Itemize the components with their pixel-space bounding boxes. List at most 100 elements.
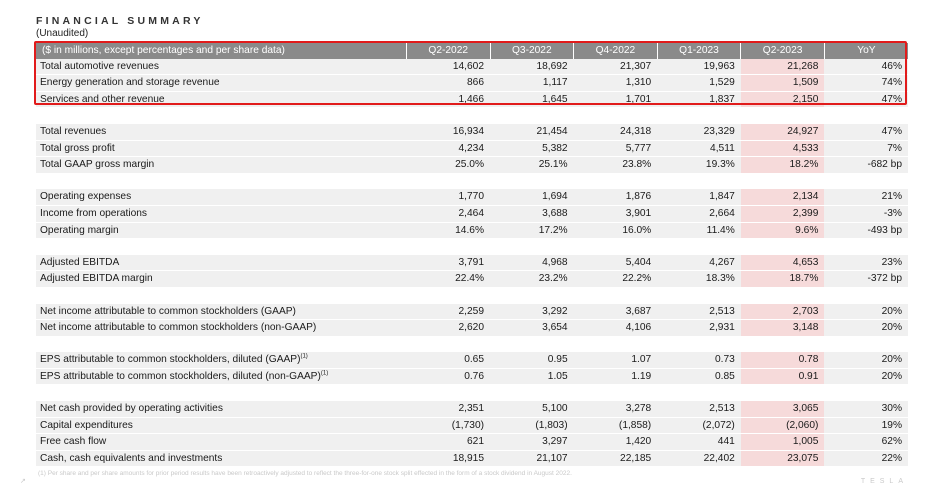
value-cell: 2,464 [406,205,491,223]
footnote-marker: (1) [300,353,308,360]
value-cell: 0.95 [490,352,574,369]
table-header-row: ($ in millions, except percentages and p… [36,43,908,59]
value-cell: 1,005 [740,433,825,451]
table-row: Operating margin 14.6% 17.2% 16.0% 11.4% 9.6%… [36,222,908,240]
row-label: Capital expenditures [36,417,407,435]
value-cell: 2,703 [740,303,825,321]
expand-icon: ↗ [20,478,26,485]
value-cell: 1,310 [573,74,658,92]
value-cell: 2,150 [740,91,825,109]
value-cell: 1,420 [573,433,658,451]
value-cell: -493 bp [824,222,908,240]
value-cell: 74% [824,74,908,92]
value-cell: 2,259 [406,303,491,321]
value-cell: 2,513 [657,401,741,418]
value-cell: 3,654 [490,319,574,337]
row-label: Net income attributable to common stockh… [36,319,407,337]
value-cell: 23.8% [573,156,658,174]
value-cell: 7% [824,140,908,158]
value-cell: 1,645 [490,91,574,109]
header-cell: Q1-2023 [656,43,741,59]
value-cell: 19% [824,417,908,435]
value-cell: 24,927 [740,123,825,141]
row-label: Cash, cash equivalents and investments [36,450,407,468]
table-row: Services and other revenue 1,466 1,645 1,70… [36,91,908,109]
value-cell: 3,065 [740,401,825,418]
table-row: Free cash flow 621 3,297 1,420 441 1,005 62% [36,433,908,451]
value-cell: 4,234 [406,140,491,158]
value-cell: 24,318 [573,123,658,141]
table-row: Net income attributable to common stockh… [36,319,908,337]
spacer-row [36,336,908,353]
value-cell: 20% [824,368,908,386]
value-cell: 4,106 [573,319,658,337]
header-cell: Q4-2022 [573,43,658,59]
footnote-marker: (1) [320,370,329,377]
value-cell: 3,297 [490,433,574,451]
value-cell: 18.3% [657,270,741,288]
value-cell: 5,100 [490,401,574,418]
table-row: Total GAAP gross margin 25.0% 25.1% 23.8% 19… [36,156,908,174]
row-label: Adjusted EBITDA margin [36,270,407,288]
value-cell: 2,931 [657,319,741,337]
value-cell: 22.4% [406,270,491,288]
value-cell: 1,466 [406,91,491,109]
value-cell: -682 bp [824,156,908,174]
value-cell: 866 [406,74,491,92]
value-cell: 0.73 [657,352,741,369]
row-label: Operating expenses [36,189,407,206]
value-cell: 0.65 [406,352,491,369]
value-cell: (1,858) [573,417,658,435]
row-label: Total gross profit [36,140,407,158]
row-label: Operating margin [36,222,407,240]
value-cell: 2,399 [740,205,825,223]
page-subtitle: (Unaudited) [36,28,89,39]
brand-logo: TESLA [860,478,908,485]
value-cell: 22.2% [573,270,658,288]
row-label: Free cash flow [36,433,407,451]
value-cell: 4,968 [490,254,574,272]
table-row: Operating expenses 1,770 1,694 1,876 1,847 2,… [36,189,908,206]
spacer-row [36,384,908,402]
value-cell: 0.76 [406,368,491,386]
value-cell: 23% [824,254,908,272]
value-cell: 23.2% [490,270,574,288]
row-label: Income from operations [36,205,407,223]
value-cell: 16,934 [406,123,491,141]
value-cell: 1,694 [490,189,574,206]
table-row: Adjusted EBITDA 3,791 4,968 5,404 4,267 4,653… [36,254,908,272]
table-row: Income from operations 2,464 3,688 3,901 2,6… [36,205,908,223]
value-cell: 0.85 [657,368,741,386]
value-cell: 18.7% [740,270,825,288]
spacer-row [36,238,908,255]
table-row: Total revenues 16,934 21,454 24,318 23,329 24… [36,123,908,141]
header-cell: Q2-2022 [405,43,491,59]
value-cell: 2,134 [740,189,825,206]
value-cell: 4,511 [657,140,741,158]
value-cell: 3,688 [490,205,574,223]
value-cell: 1.05 [490,368,574,386]
table-row: EPS attributable to common stockholders,… [36,368,908,386]
value-cell: 1,876 [573,189,658,206]
value-cell: 17.2% [490,222,574,240]
value-cell: 1,770 [406,189,491,206]
row-label: Total revenues [36,123,407,141]
value-cell: 14.6% [406,222,491,240]
value-cell: 21,454 [490,123,574,141]
value-cell: 9.6% [740,222,825,240]
value-cell: 4,653 [740,254,825,272]
value-cell: 2,620 [406,319,491,337]
value-cell: 46% [824,58,908,76]
value-cell: 4,533 [740,140,825,158]
value-cell: 62% [824,433,908,451]
header-cell: YoY [823,43,908,59]
value-cell: 20% [824,319,908,337]
value-cell: 47% [824,91,908,109]
value-cell: 1.07 [573,352,658,369]
header-cell: Q2-2023 [740,43,825,59]
header-cell: Q3-2022 [489,43,574,59]
value-cell: 19,963 [657,58,741,76]
value-cell: 23,075 [740,450,825,468]
value-cell: 18,692 [490,58,574,76]
table-row: Energy generation and storage revenue 866… [36,74,908,92]
